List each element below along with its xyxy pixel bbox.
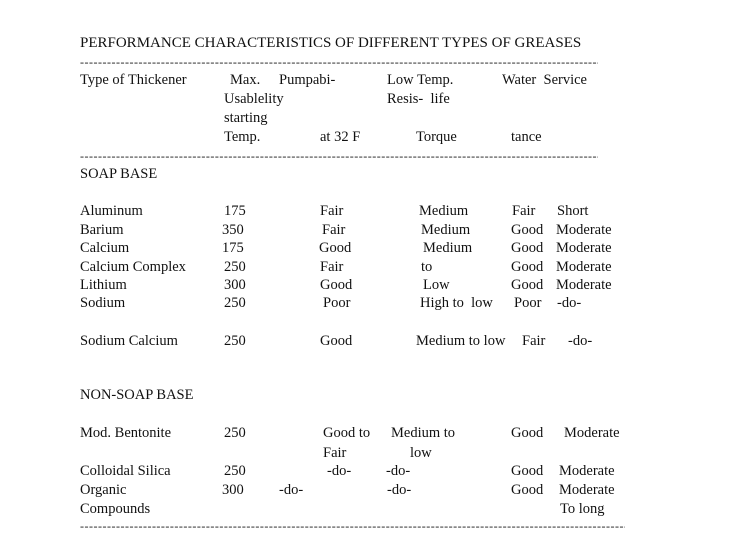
cell-temp: 300 bbox=[224, 277, 246, 293]
cell-temp: 250 bbox=[224, 463, 246, 479]
cell-thickener: Mod. Bentonite bbox=[80, 425, 172, 441]
divider-header: ----------------------------------------… bbox=[80, 150, 598, 162]
cell-temp: 250 bbox=[224, 333, 246, 349]
cell-thickener-line2: Compounds bbox=[80, 501, 151, 517]
cell-service-life: Short bbox=[557, 203, 589, 219]
cell-pumpability-line1: Good to bbox=[323, 425, 371, 441]
header-thickener: Type of Thickener bbox=[80, 72, 187, 88]
cell-temp: 250 bbox=[224, 295, 246, 311]
header-low-temp-line1: Low Temp. bbox=[387, 72, 454, 88]
header-pumpability-line1: Pumpabi- bbox=[279, 72, 336, 88]
cell-temp: 175 bbox=[222, 240, 244, 256]
cell-temp: 350 bbox=[222, 222, 244, 238]
cell-service-life: -do- bbox=[568, 333, 593, 349]
cell-water: Good bbox=[511, 463, 544, 479]
section-heading-soap: SOAP BASE bbox=[80, 166, 158, 182]
cell-torque: Low bbox=[423, 277, 450, 293]
divider-bottom: ----------------------------------------… bbox=[80, 520, 625, 532]
cell-thickener: Lithium bbox=[80, 277, 127, 293]
header-low-temp-line2: Resis- life bbox=[387, 91, 450, 107]
cell-service-life-line1: Moderate bbox=[559, 482, 615, 498]
cell-water: Fair bbox=[512, 203, 536, 219]
cell-temp: 300 bbox=[222, 482, 244, 498]
header-max-usability-line4: Temp. bbox=[224, 129, 261, 145]
cell-service-life: Moderate bbox=[559, 463, 615, 479]
section-heading-nonsoap: NON-SOAP BASE bbox=[80, 387, 194, 403]
cell-water: Good bbox=[511, 259, 544, 275]
cell-thickener: Colloidal Silica bbox=[80, 463, 171, 479]
cell-pumpability: -do- bbox=[279, 482, 304, 498]
cell-torque: Medium bbox=[423, 240, 473, 256]
cell-water: Good bbox=[511, 425, 544, 441]
cell-temp: 175 bbox=[224, 203, 246, 219]
cell-service-life-line2: To long bbox=[560, 501, 605, 517]
cell-torque: -do- bbox=[387, 482, 412, 498]
document-title: PERFORMANCE CHARACTERISTICS OF DIFFERENT… bbox=[80, 35, 582, 51]
header-low-temp-line3: Torque bbox=[416, 129, 457, 145]
header-max-usability-line2: Usablelity bbox=[224, 91, 284, 107]
cell-torque-line1: Medium to bbox=[391, 425, 456, 441]
cell-water: Good bbox=[511, 240, 544, 256]
cell-torque: Medium bbox=[421, 222, 471, 238]
cell-torque: -do- bbox=[386, 463, 411, 479]
cell-thickener: Calcium Complex bbox=[80, 259, 186, 275]
header-max-usability-line1: Max. bbox=[230, 72, 261, 88]
cell-service-life: Moderate bbox=[556, 259, 612, 275]
cell-pumpability: Good bbox=[319, 240, 352, 256]
cell-pumpability: Fair bbox=[320, 203, 344, 219]
cell-water: Fair bbox=[522, 333, 546, 349]
cell-pumpability-line2: Fair bbox=[323, 445, 347, 461]
cell-water: Poor bbox=[514, 295, 542, 311]
cell-service-life: Moderate bbox=[556, 277, 612, 293]
cell-thickener: Aluminum bbox=[80, 203, 143, 219]
header-water-line1: Water Service bbox=[502, 72, 587, 88]
cell-pumpability: Good bbox=[320, 277, 353, 293]
cell-thickener: Sodium bbox=[80, 295, 126, 311]
cell-pumpability: Poor bbox=[323, 295, 351, 311]
cell-water: Good bbox=[511, 222, 544, 238]
cell-service-life: -do- bbox=[557, 295, 582, 311]
cell-pumpability: Fair bbox=[320, 259, 344, 275]
header-max-usability-line3: starting bbox=[224, 110, 268, 126]
cell-thickener: Sodium Calcium bbox=[80, 333, 178, 349]
cell-water: Good bbox=[511, 277, 544, 293]
cell-service-life: Moderate bbox=[564, 425, 620, 441]
cell-service-life: Moderate bbox=[556, 222, 612, 238]
cell-torque: to bbox=[421, 259, 433, 275]
divider-top: ----------------------------------------… bbox=[80, 56, 598, 68]
cell-temp: 250 bbox=[224, 425, 246, 441]
cell-torque-line2: low bbox=[410, 445, 432, 461]
cell-torque: Medium to low bbox=[416, 333, 506, 349]
cell-thickener-line1: Organic bbox=[80, 482, 127, 498]
cell-water: Good bbox=[511, 482, 544, 498]
cell-torque: Medium bbox=[419, 203, 469, 219]
cell-torque: High to low bbox=[420, 295, 493, 311]
cell-thickener: Calcium bbox=[80, 240, 130, 256]
header-water-line2: tance bbox=[511, 129, 542, 145]
cell-pumpability: -do- bbox=[327, 463, 352, 479]
cell-pumpability: Good bbox=[320, 333, 353, 349]
cell-service-life: Moderate bbox=[556, 240, 612, 256]
header-pumpability-line2: at 32 F bbox=[320, 129, 361, 145]
cell-temp: 250 bbox=[224, 259, 246, 275]
cell-pumpability: Fair bbox=[322, 222, 346, 238]
cell-thickener: Barium bbox=[80, 222, 124, 238]
